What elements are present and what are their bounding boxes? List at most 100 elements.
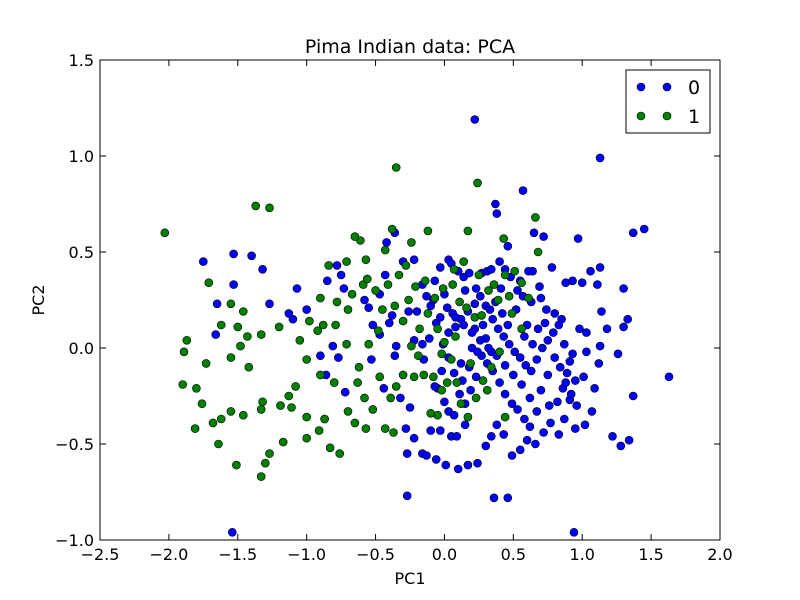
y-tick-label: 0.5 — [69, 243, 94, 262]
legend-label-class-1: 1 — [688, 106, 700, 128]
data-point-class-1 — [375, 372, 385, 382]
data-point-class-1 — [423, 309, 433, 318]
data-point-class-1 — [387, 224, 397, 234]
data-point-class-1 — [499, 234, 509, 243]
data-point-class-1 — [244, 362, 254, 372]
data-point-class-0 — [422, 451, 431, 460]
chart-title: Pima Indian data: PCA — [305, 36, 515, 58]
data-point-class-1 — [489, 280, 499, 289]
data-point-class-0 — [521, 360, 531, 370]
data-point-class-0 — [444, 328, 453, 337]
data-point-class-0 — [328, 341, 338, 351]
data-point-class-1 — [216, 320, 226, 330]
data-point-class-0 — [380, 270, 390, 280]
data-point-class-1 — [430, 293, 440, 303]
data-point-class-0 — [570, 424, 580, 433]
data-point-class-0 — [478, 320, 488, 330]
x-tick-label: 0.5 — [501, 545, 526, 564]
data-point-class-1 — [291, 382, 300, 391]
data-point-class-1 — [201, 359, 211, 368]
data-point-class-0 — [473, 458, 482, 468]
data-point-class-1 — [440, 337, 449, 347]
data-point-class-1 — [233, 322, 243, 332]
data-point-class-0 — [387, 311, 397, 320]
legend: 0 1 — [625, 69, 711, 134]
data-point-class-0 — [548, 328, 558, 337]
data-point-class-0 — [595, 263, 605, 272]
data-point-class-1 — [182, 335, 192, 345]
data-point-class-1 — [342, 257, 351, 266]
data-point-class-1 — [343, 305, 353, 314]
data-point-class-0 — [602, 324, 612, 334]
data-point-class-0 — [466, 385, 475, 395]
data-point-class-1 — [442, 378, 452, 387]
x-tick-label: −2.5 — [81, 545, 120, 564]
legend-box — [625, 69, 711, 134]
data-point-class-1 — [446, 355, 456, 364]
data-point-class-1 — [378, 305, 387, 314]
data-point-class-0 — [492, 420, 502, 430]
data-point-class-1 — [325, 443, 335, 453]
data-point-class-0 — [504, 339, 514, 349]
data-point-class-0 — [449, 368, 459, 378]
x-tick-label: 0.0 — [432, 545, 457, 564]
data-point-class-0 — [587, 407, 597, 416]
data-point-class-0 — [229, 280, 238, 289]
data-point-class-0 — [470, 299, 480, 309]
data-point-class-0 — [554, 320, 564, 330]
data-point-class-1 — [302, 355, 312, 364]
data-point-class-0 — [488, 314, 498, 324]
data-point-class-0 — [613, 349, 623, 359]
data-point-class-0 — [550, 353, 560, 362]
data-point-class-0 — [590, 383, 599, 393]
data-point-class-0 — [586, 266, 595, 276]
data-point-class-0 — [430, 276, 440, 286]
data-point-class-0 — [437, 366, 447, 376]
data-point-class-0 — [532, 355, 542, 364]
data-point-class-0 — [515, 445, 525, 455]
x-tick-label: −2.0 — [149, 545, 188, 564]
data-point-class-1 — [316, 293, 325, 303]
data-point-class-1 — [160, 228, 170, 238]
data-point-class-0 — [597, 307, 606, 316]
data-point-class-1 — [474, 270, 484, 280]
data-point-class-0 — [507, 451, 517, 460]
data-point-class-0 — [593, 280, 602, 289]
data-point-class-1 — [386, 393, 396, 403]
data-point-class-0 — [550, 309, 560, 318]
data-point-class-1 — [438, 284, 448, 293]
y-axis-label: PC2 — [29, 285, 48, 316]
data-point-class-0 — [451, 312, 460, 322]
data-point-class-1 — [486, 362, 496, 372]
data-point-class-0 — [520, 332, 529, 341]
data-point-class-1 — [197, 399, 207, 409]
data-point-class-1 — [524, 293, 533, 303]
data-point-class-0 — [508, 370, 518, 380]
data-point-class-0 — [573, 234, 583, 243]
x-tick-label: 1.5 — [638, 545, 663, 564]
data-point-class-0 — [435, 312, 445, 322]
data-point-class-0 — [486, 264, 496, 274]
data-point-class-0 — [515, 353, 525, 362]
data-point-class-1 — [407, 238, 416, 247]
data-point-class-0 — [460, 286, 470, 295]
data-point-class-0 — [402, 449, 412, 458]
data-point-class-1 — [360, 393, 369, 403]
data-point-class-0 — [503, 320, 513, 330]
data-point-class-1 — [398, 370, 408, 380]
data-point-class-1 — [500, 270, 510, 280]
data-point-class-1 — [276, 401, 285, 410]
data-point-class-0 — [390, 351, 400, 361]
data-point-class-0 — [595, 341, 605, 351]
data-point-class-0 — [475, 335, 485, 345]
data-point-class-0 — [580, 420, 590, 430]
data-point-class-0 — [199, 257, 208, 266]
data-point-class-0 — [525, 422, 535, 432]
data-point-class-0 — [431, 455, 441, 464]
data-point-class-0 — [464, 268, 474, 278]
data-point-class-0 — [503, 493, 513, 503]
data-point-class-0 — [368, 320, 378, 330]
data-point-class-1 — [495, 347, 504, 357]
data-point-class-1 — [313, 326, 323, 336]
